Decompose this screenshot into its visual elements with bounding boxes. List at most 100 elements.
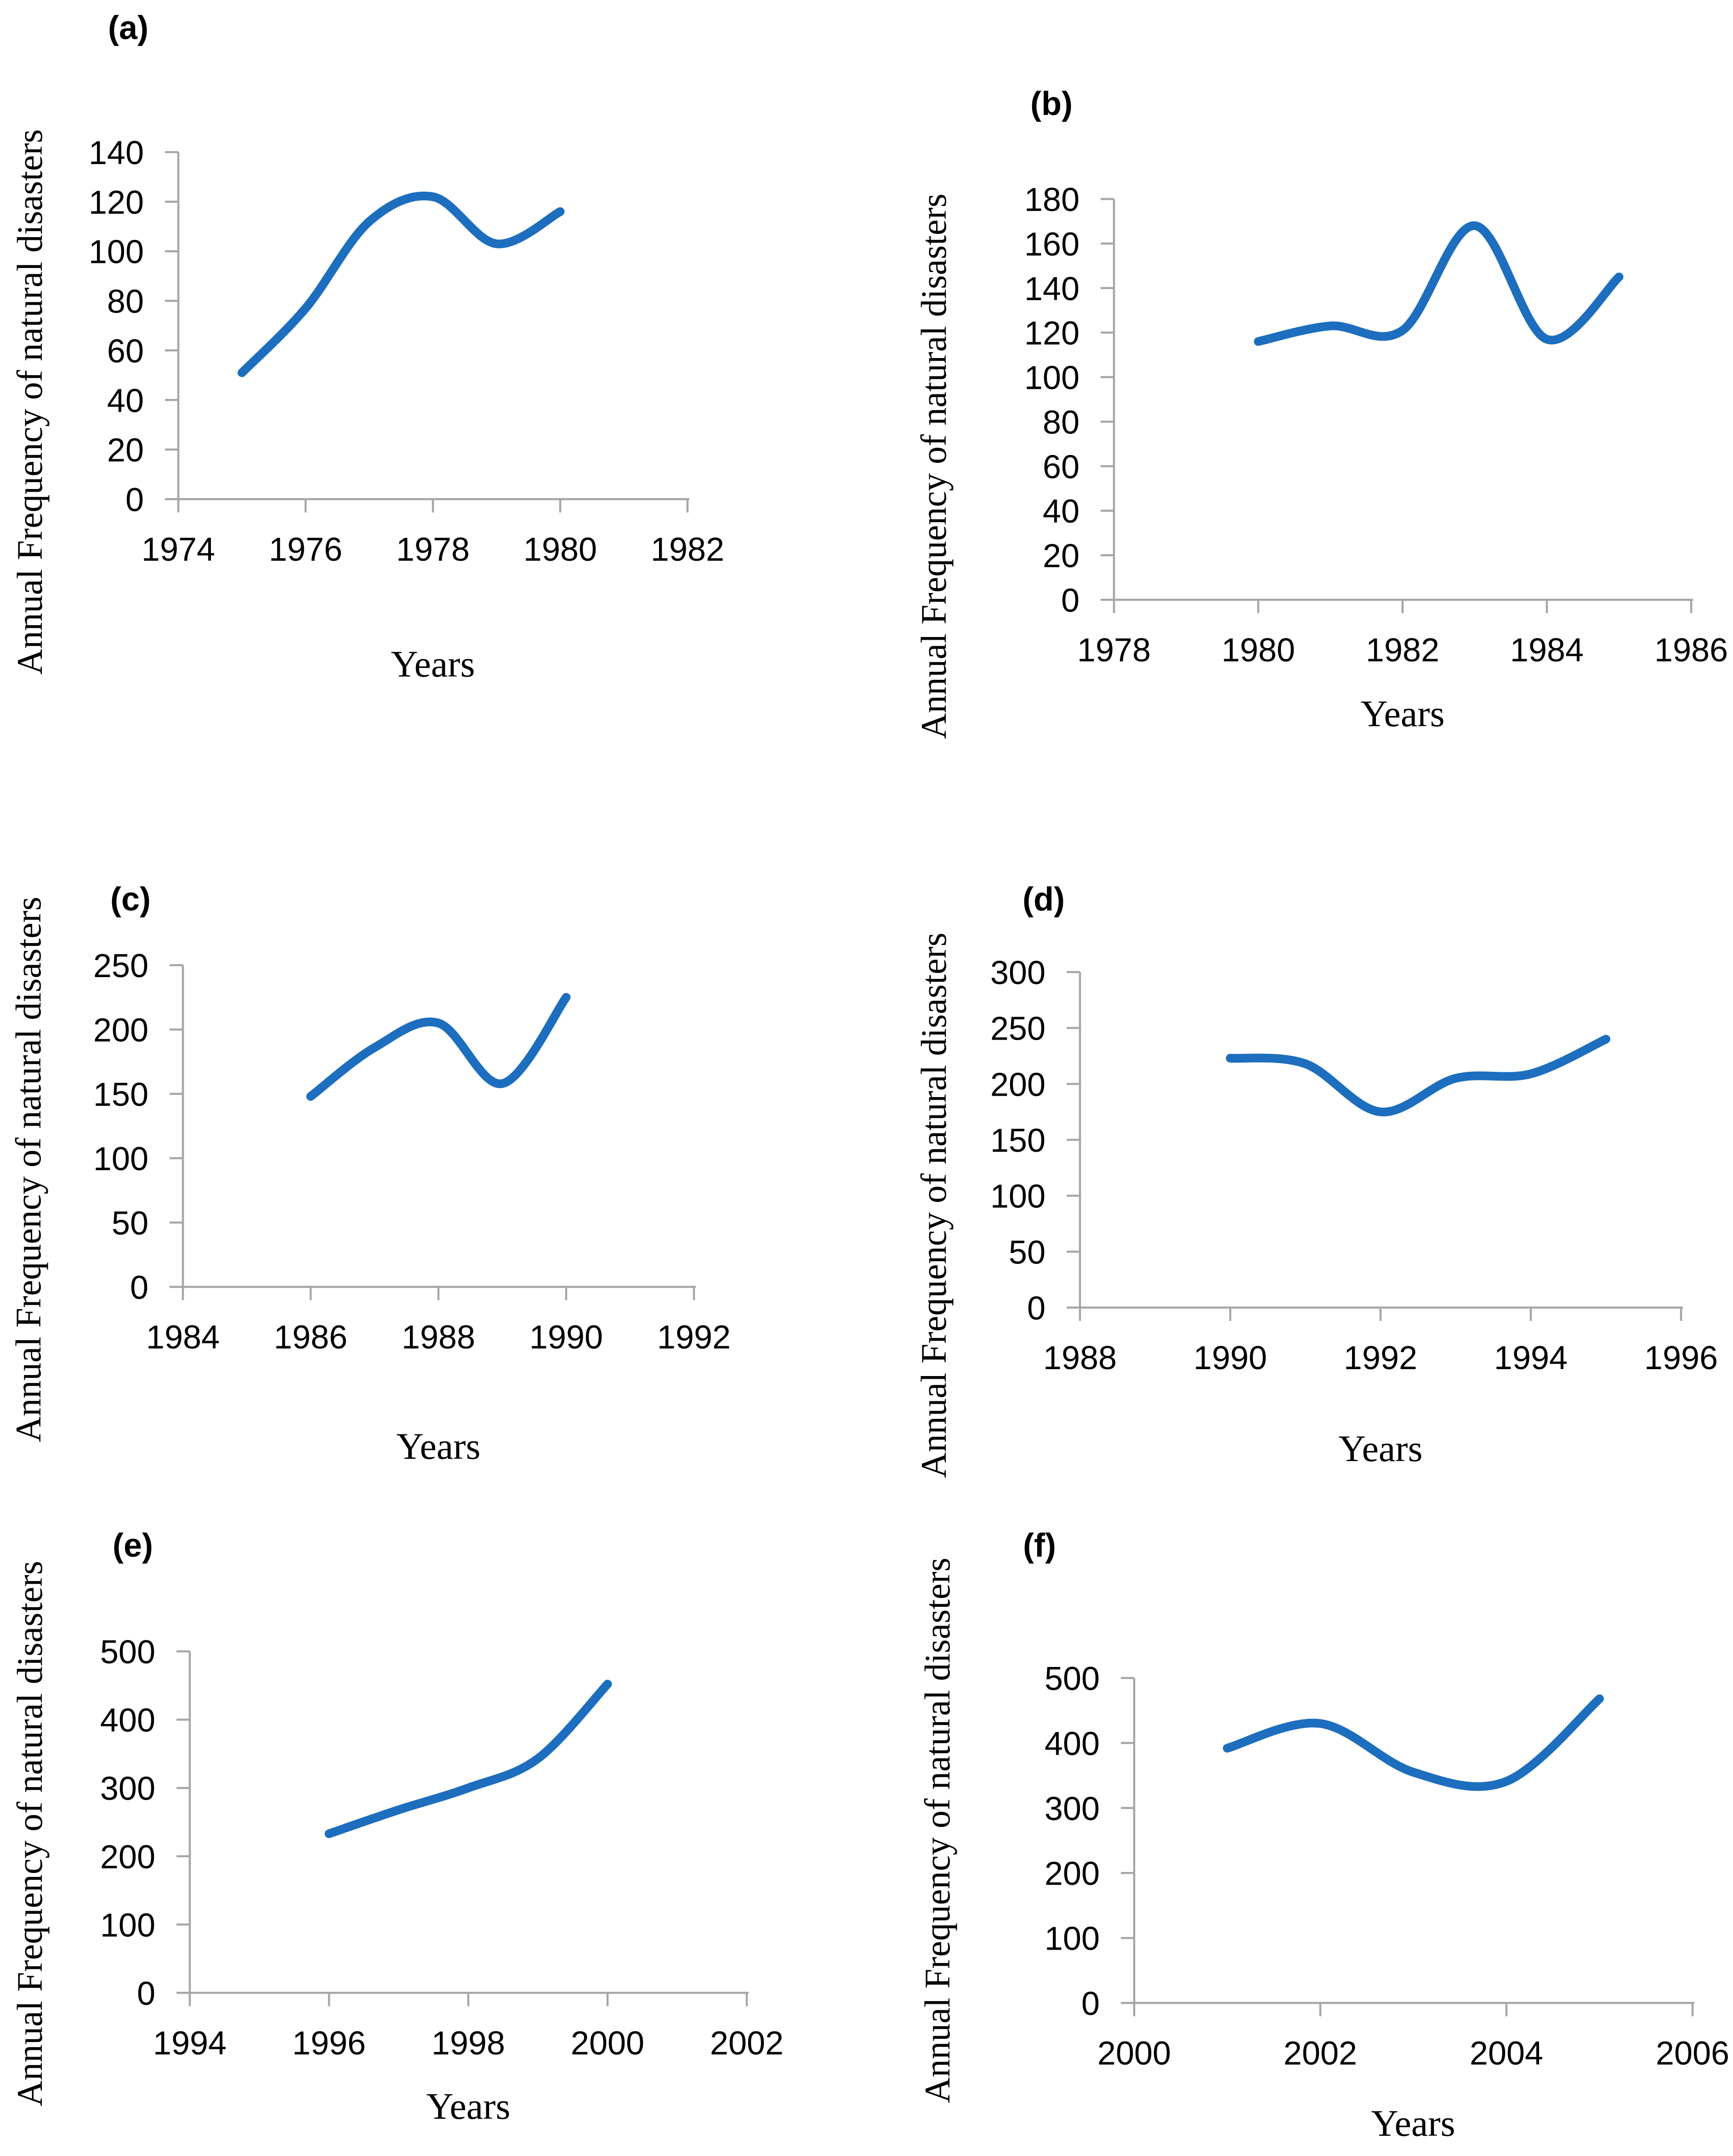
panel-b-label: (b)	[1030, 85, 1073, 122]
y-tick-label: 400	[100, 1702, 155, 1739]
y-tick-label: 300	[100, 1770, 155, 1807]
panel-d-label: (d)	[1023, 881, 1065, 918]
x-tick-label: 1974	[142, 531, 215, 568]
series-line-e	[324, 1679, 612, 1838]
y-tick-label: 80	[1043, 404, 1080, 441]
chart-f: 0 100 200 300 400 500 2000 2002 2004 2006	[1045, 1661, 1729, 2072]
chart-b: 0 20 40 60 80 100 120 140 160 180 1978 1980 1982 1984…	[1024, 182, 1728, 669]
series-line-a	[238, 191, 565, 377]
y-tick-label: 100	[1024, 360, 1080, 397]
y-tick-label: 100	[990, 1178, 1045, 1215]
x-tick-label: 1988	[402, 1319, 475, 1356]
y-tick-label: 50	[112, 1205, 148, 1242]
x-tick-label: 1990	[1193, 1340, 1267, 1377]
y-tick-label: 50	[1009, 1234, 1045, 1271]
panel-a-label: (a)	[108, 10, 148, 46]
y-tick-label: 100	[100, 1907, 155, 1944]
y-axis-title-e: Annual Frequency of natural disasters	[10, 1561, 50, 2107]
y-tick-label: 400	[1045, 1725, 1100, 1762]
y-tick-label: 200	[1045, 1855, 1100, 1892]
y-tick-label: 0	[130, 1269, 148, 1306]
x-tick-label: 2002	[710, 2025, 784, 2062]
y-tick-label: 100	[89, 234, 144, 271]
series-line-c	[306, 993, 571, 1101]
x-tick-label: 1992	[1344, 1340, 1417, 1377]
y-tick-label: 0	[1081, 1985, 1100, 2022]
x-tick-label: 1998	[432, 2025, 505, 2062]
x-tick-label: 1984	[146, 1319, 220, 1356]
y-tick-label: 20	[1043, 538, 1080, 575]
y-tick-label: 0	[1061, 582, 1080, 619]
y-tick-label: 500	[1045, 1661, 1100, 1697]
x-tick-label: 1978	[396, 531, 470, 568]
x-tick-label: 1992	[657, 1319, 731, 1356]
y-tick-label: 250	[93, 948, 148, 984]
x-axis-title-f: Years	[1371, 2102, 1455, 2144]
x-tick-label: 1988	[1043, 1340, 1117, 1377]
y-tick-label: 500	[100, 1634, 155, 1671]
x-tick-label: 2000	[1097, 2035, 1171, 2072]
y-tick-label: 250	[990, 1011, 1045, 1047]
series-line-b	[1254, 221, 1624, 346]
y-tick-label: 60	[1043, 449, 1080, 485]
x-tick-label: 1982	[1366, 632, 1439, 669]
panel-e-label: (e)	[113, 1527, 153, 1564]
x-tick-label: 1976	[269, 531, 342, 568]
x-axis-title-a: Years	[391, 643, 475, 685]
y-tick-label: 160	[1024, 226, 1080, 263]
y-tick-label: 180	[1024, 182, 1080, 218]
x-tick-label: 1994	[1494, 1340, 1568, 1377]
y-tick-label: 120	[89, 184, 144, 221]
panel-f-label: (f)	[1023, 1527, 1056, 1564]
y-tick-label: 100	[1045, 1921, 1100, 1957]
y-tick-label: 40	[107, 382, 144, 419]
y-tick-label: 0	[125, 482, 144, 518]
x-tick-label: 2000	[571, 2025, 644, 2062]
x-tick-label: 1996	[1644, 1340, 1718, 1377]
series-line-d	[1226, 1035, 1610, 1116]
chart-e: 0 100 200 300 400 500 1994 1996 1998 2000 2002	[100, 1634, 784, 2062]
series-line-f	[1223, 1694, 1604, 1791]
y-axis-title-c: Annual Frequency of natural disasters	[8, 897, 48, 1443]
chart-d: 0 50 100 150 200 250 300 1988 1990 1992 1994 1996	[990, 955, 1718, 1377]
chart-a: 0 20 40 60 80 100 120 140 1974 1976 1978 1980 1982	[89, 135, 724, 568]
x-tick-label: 1984	[1510, 632, 1584, 669]
x-axis-title-e: Years	[426, 2085, 511, 2127]
x-tick-label: 1978	[1077, 632, 1151, 669]
x-tick-label: 1994	[153, 2025, 227, 2062]
x-axis-title-c: Years	[396, 1425, 481, 1467]
y-tick-label: 300	[1045, 1791, 1100, 1827]
y-axis-title-f: Annual Frequency of natural disasters	[917, 1558, 957, 2103]
x-tick-label: 2004	[1470, 2035, 1543, 2072]
y-tick-label: 20	[107, 432, 144, 469]
y-tick-label: 100	[93, 1141, 148, 1178]
x-tick-label: 2006	[1656, 2035, 1729, 2072]
y-tick-label: 80	[107, 284, 144, 320]
x-tick-label: 1996	[292, 2025, 366, 2062]
panel-c-label: (c)	[110, 881, 151, 918]
y-tick-label: 300	[990, 955, 1045, 991]
x-axis-title-b: Years	[1360, 693, 1445, 734]
y-axis-title-b: Annual Frequency of natural disasters	[914, 193, 954, 740]
x-axis-title-d: Years	[1338, 1428, 1423, 1469]
y-axis-title-d: Annual Frequency of natural disasters	[914, 933, 954, 1478]
y-tick-label: 40	[1043, 493, 1080, 530]
y-axis-title-a: Annual Frequency of natural disasters	[10, 129, 50, 675]
y-tick-label: 150	[93, 1076, 148, 1113]
y-tick-label: 120	[1024, 315, 1080, 352]
y-tick-label: 200	[990, 1066, 1045, 1103]
chart-c: 0 50 100 150 200 250 1984 1986 1988 1990 1992	[93, 948, 731, 1356]
y-tick-label: 150	[990, 1122, 1045, 1159]
x-tick-label: 1986	[1654, 632, 1728, 669]
y-tick-label: 140	[89, 135, 144, 171]
x-tick-label: 1980	[1222, 632, 1295, 669]
x-tick-label: 2002	[1284, 2035, 1357, 2072]
y-tick-label: 60	[107, 333, 144, 370]
x-tick-label: 1980	[523, 531, 597, 568]
x-tick-label: 1982	[651, 531, 724, 568]
y-tick-label: 0	[1027, 1290, 1045, 1327]
y-tick-label: 140	[1024, 271, 1080, 307]
x-tick-label: 1986	[274, 1319, 347, 1356]
